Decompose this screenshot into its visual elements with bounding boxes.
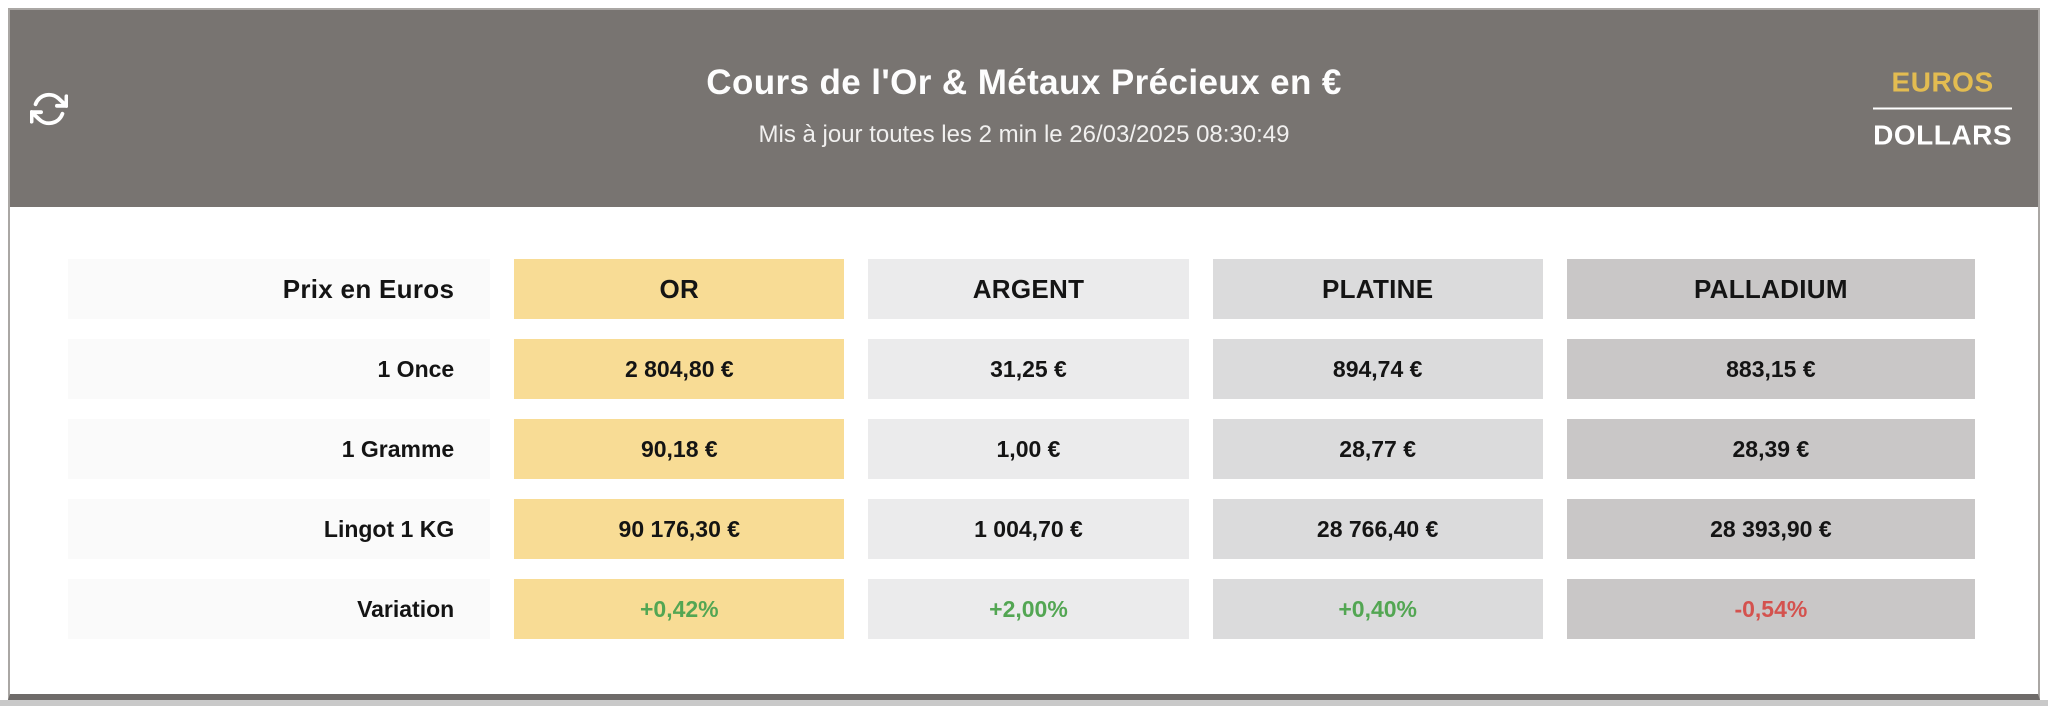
- refresh-button[interactable]: [30, 90, 68, 128]
- currency-toggle: EUROS DOLLARS: [1873, 66, 2012, 151]
- row-label-once: 1 Once: [68, 339, 491, 399]
- row-label-variation: Variation: [68, 579, 491, 639]
- variation-cell-palladium: -0,54%: [1566, 579, 1975, 639]
- currency-toggle-divider: [1873, 107, 2012, 109]
- price-cell-or-once: 2 804,80 €: [514, 339, 845, 399]
- price-widget-card: Cours de l'Or & Métaux Précieux en € Mis…: [8, 8, 2040, 700]
- price-cell-platine-lingot: 28 766,40 €: [1212, 499, 1543, 559]
- row-label-lingot: Lingot 1 KG: [68, 499, 491, 559]
- price-cell-palladium-gramme: 28,39 €: [1566, 419, 1975, 479]
- col-header-palladium: PALLADIUM: [1566, 259, 1975, 319]
- currency-option-dollars[interactable]: DOLLARS: [1873, 119, 2012, 150]
- currency-option-euros[interactable]: EUROS: [1891, 66, 1994, 97]
- page-title: Cours de l'Or & Métaux Précieux en €: [706, 62, 1342, 102]
- price-cell-palladium-lingot: 28 393,90 €: [1566, 499, 1975, 559]
- col-header-or: OR: [514, 259, 845, 319]
- price-cell-argent-gramme: 1,00 €: [868, 419, 1189, 479]
- header-titles: Cours de l'Or & Métaux Précieux en € Mis…: [706, 63, 1341, 155]
- last-updated-text: Mis à jour toutes les 2 min le 26/03/202…: [758, 120, 1290, 148]
- price-cell-argent-lingot: 1 004,70 €: [868, 499, 1189, 559]
- variation-cell-platine: +0,40%: [1212, 579, 1543, 639]
- prices-table: Prix en Euros OR ARGENT PLATINE PALLADIU…: [10, 207, 2038, 694]
- col-header-platine: PLATINE: [1212, 259, 1543, 319]
- price-cell-platine-once: 894,74 €: [1212, 339, 1543, 399]
- refresh-icon: [30, 90, 68, 128]
- row-label-gramme: 1 Gramme: [68, 419, 491, 479]
- price-cell-palladium-once: 883,15 €: [1566, 339, 1975, 399]
- price-cell-or-lingot: 90 176,30 €: [514, 499, 845, 559]
- table-corner-label: Prix en Euros: [68, 259, 491, 319]
- variation-cell-or: +0,42%: [514, 579, 845, 639]
- col-header-argent: ARGENT: [868, 259, 1189, 319]
- price-cell-platine-gramme: 28,77 €: [1212, 419, 1543, 479]
- variation-cell-argent: +2,00%: [868, 579, 1189, 639]
- price-cell-argent-once: 31,25 €: [868, 339, 1189, 399]
- page-bottom-strip: [0, 700, 2048, 706]
- widget-header: Cours de l'Or & Métaux Précieux en € Mis…: [10, 10, 2038, 207]
- price-cell-or-gramme: 90,18 €: [514, 419, 845, 479]
